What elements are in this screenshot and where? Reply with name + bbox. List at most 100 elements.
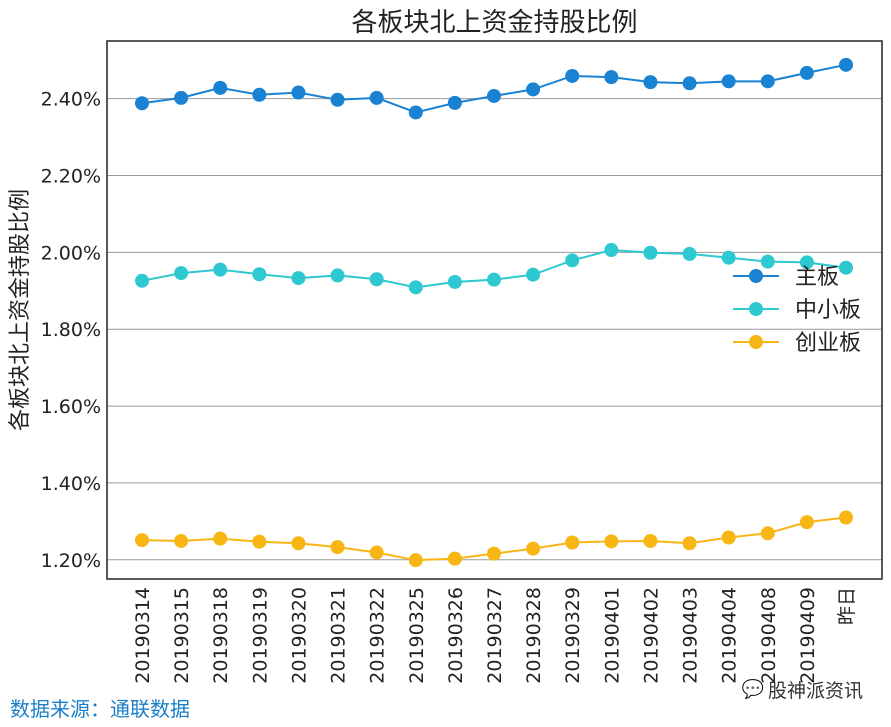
data-point bbox=[721, 74, 736, 89]
data-point bbox=[252, 87, 267, 102]
x-tick-label: 20190320 bbox=[288, 587, 310, 684]
y-tick-labels: 1.20% 1.40% 1.60% 1.80% 2.00% 2.20% 2.40% bbox=[41, 89, 101, 572]
x-tick-label: 昨日 bbox=[836, 587, 858, 625]
y-tick-label: 2.40% bbox=[41, 89, 101, 111]
series-2 bbox=[135, 510, 853, 568]
x-tick-label: 20190314 bbox=[132, 587, 154, 684]
y-tick-label: 1.60% bbox=[41, 396, 101, 418]
data-point bbox=[721, 250, 736, 265]
data-point bbox=[330, 268, 345, 283]
data-point bbox=[447, 95, 462, 110]
x-tick-label: 20190326 bbox=[445, 587, 467, 684]
chart-title: 各板块北上资金持股比例 bbox=[351, 8, 637, 38]
data-point bbox=[487, 546, 501, 561]
data-point bbox=[252, 534, 267, 549]
x-tick-label: 20190402 bbox=[640, 587, 662, 684]
y-tick-label: 1.20% bbox=[41, 550, 101, 572]
data-point bbox=[135, 533, 149, 548]
series-layer bbox=[135, 57, 853, 568]
legend-marker bbox=[749, 269, 763, 283]
y-tick-label: 1.80% bbox=[41, 319, 101, 341]
x-tick-label: 20190322 bbox=[367, 587, 389, 684]
data-point bbox=[135, 96, 149, 111]
x-tick-label: 20190321 bbox=[328, 587, 350, 684]
legend-marker bbox=[749, 302, 763, 316]
x-tick-label: 20190408 bbox=[758, 587, 780, 684]
legend-label: 创业板 bbox=[795, 331, 861, 356]
data-point bbox=[721, 530, 736, 545]
data-point bbox=[291, 85, 306, 100]
series-line bbox=[141, 63, 847, 114]
data-point bbox=[604, 243, 619, 258]
x-tick-label: 20190325 bbox=[406, 587, 428, 684]
data-point bbox=[369, 545, 384, 560]
data-point bbox=[682, 536, 697, 551]
data-point bbox=[408, 553, 423, 568]
legend-marker bbox=[749, 335, 763, 349]
data-point bbox=[643, 245, 658, 260]
data-point bbox=[135, 273, 149, 288]
x-tick-label: 20190409 bbox=[797, 587, 819, 684]
data-point bbox=[447, 274, 462, 289]
data-point bbox=[839, 510, 853, 525]
data-point bbox=[174, 533, 189, 548]
data-point bbox=[839, 260, 853, 275]
y-tick-label: 2.20% bbox=[41, 166, 101, 188]
data-point bbox=[447, 551, 462, 566]
wechat-icon: 💬 bbox=[741, 679, 764, 700]
data-point bbox=[487, 272, 501, 287]
brand-name: 股神派资讯 bbox=[767, 680, 863, 702]
x-tick-labels: 20190314 20190315 20190318 20190319 20190320… bbox=[132, 587, 858, 684]
data-point bbox=[252, 267, 267, 282]
data-point bbox=[408, 280, 423, 295]
x-tick-label: 20190329 bbox=[562, 587, 584, 684]
y-tick-label: 1.40% bbox=[41, 473, 101, 495]
x-tick-label: 20190327 bbox=[484, 587, 506, 684]
data-point bbox=[643, 75, 658, 90]
x-tick-label: 20190318 bbox=[210, 587, 232, 684]
data-point bbox=[174, 266, 189, 281]
data-point bbox=[526, 541, 541, 556]
data-point bbox=[604, 70, 619, 85]
legend-label: 主板 bbox=[795, 265, 839, 290]
y-tick-label: 2.00% bbox=[41, 242, 101, 264]
brand-watermark: 💬 股神派资讯 bbox=[742, 676, 863, 703]
data-point bbox=[291, 536, 306, 551]
data-point bbox=[604, 534, 619, 549]
x-tick-label: 20190404 bbox=[719, 587, 741, 684]
data-point bbox=[760, 74, 775, 89]
data-point bbox=[291, 271, 306, 286]
x-tick-label: 20190315 bbox=[171, 587, 193, 684]
data-point bbox=[487, 88, 501, 103]
data-point bbox=[799, 515, 814, 530]
plot-frame bbox=[106, 40, 883, 580]
data-point bbox=[408, 105, 423, 120]
x-tick-label: 20190403 bbox=[680, 587, 702, 684]
data-point bbox=[526, 267, 541, 282]
data-point bbox=[526, 82, 541, 97]
data-point bbox=[643, 533, 658, 548]
data-point bbox=[369, 272, 384, 287]
data-point bbox=[682, 246, 697, 261]
data-point bbox=[839, 57, 853, 72]
legend-entry: 主板 bbox=[733, 265, 839, 290]
series-1 bbox=[135, 243, 853, 295]
x-tick-label: 20190328 bbox=[523, 587, 545, 684]
data-point bbox=[682, 76, 697, 91]
data-point bbox=[213, 262, 228, 277]
legend-entry: 中小板 bbox=[733, 298, 861, 323]
legend-label: 中小板 bbox=[795, 298, 861, 323]
x-tick-label: 20190401 bbox=[601, 587, 623, 684]
data-point bbox=[213, 531, 228, 546]
data-source-note: 数据来源：通联数据 bbox=[10, 697, 190, 721]
data-point bbox=[799, 255, 814, 270]
data-point bbox=[330, 540, 345, 555]
data-point bbox=[760, 526, 775, 541]
y-axis-label: 各板块北上资金持股比例 bbox=[8, 189, 33, 431]
legend-entry: 创业板 bbox=[733, 331, 861, 356]
data-point bbox=[565, 68, 580, 83]
data-point bbox=[565, 253, 580, 268]
data-point bbox=[213, 80, 228, 95]
